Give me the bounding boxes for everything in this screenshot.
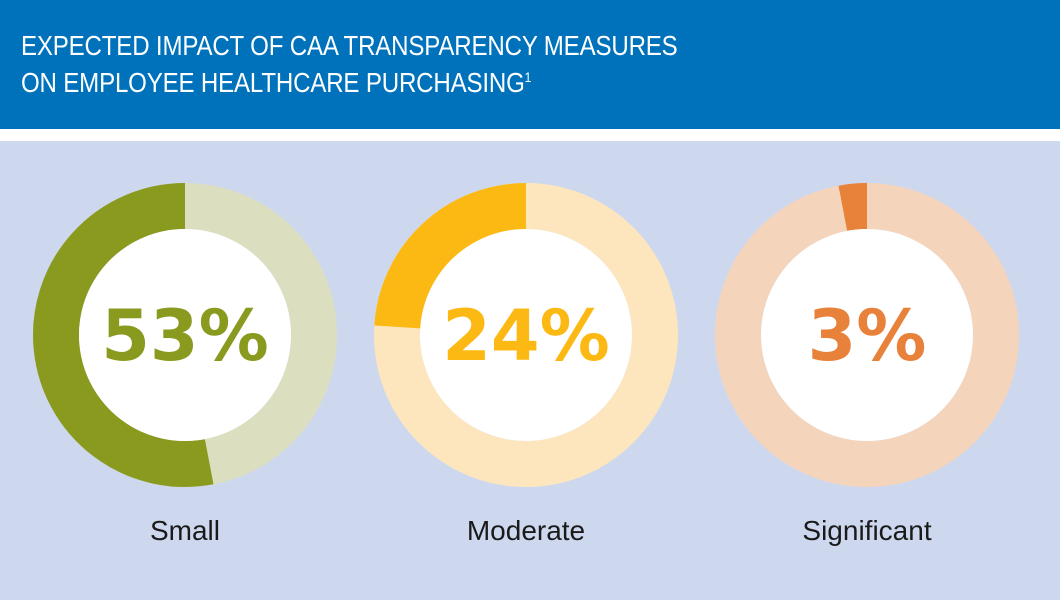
footnote-marker: 1 xyxy=(524,69,532,85)
donut-segment-significant xyxy=(838,183,868,231)
category-label: Significant xyxy=(802,515,931,546)
chart-title-line-1: EXPECTED IMPACT OF CAA TRANSPARENCY MEAS… xyxy=(21,30,678,61)
divider xyxy=(0,129,1060,141)
percent-label: 3% xyxy=(808,295,927,377)
percent-label: 53% xyxy=(101,295,269,377)
category-label: Moderate xyxy=(467,515,585,546)
donut-hole xyxy=(79,229,291,441)
donut-segment-moderate xyxy=(374,183,527,329)
title-banner: EXPECTED IMPACT OF CAA TRANSPARENCY MEAS… xyxy=(0,0,1060,129)
chart-title-line-2: ON EMPLOYEE HEALTHCARE PURCHASING1 xyxy=(21,67,531,99)
chart-title-line-2-text: ON EMPLOYEE HEALTHCARE PURCHASING xyxy=(21,67,525,98)
donut-hole xyxy=(761,229,973,441)
donut-segment-small xyxy=(33,183,214,487)
category-label: Small xyxy=(150,515,220,546)
donut-hole xyxy=(420,229,632,441)
percent-label: 24% xyxy=(442,295,610,377)
